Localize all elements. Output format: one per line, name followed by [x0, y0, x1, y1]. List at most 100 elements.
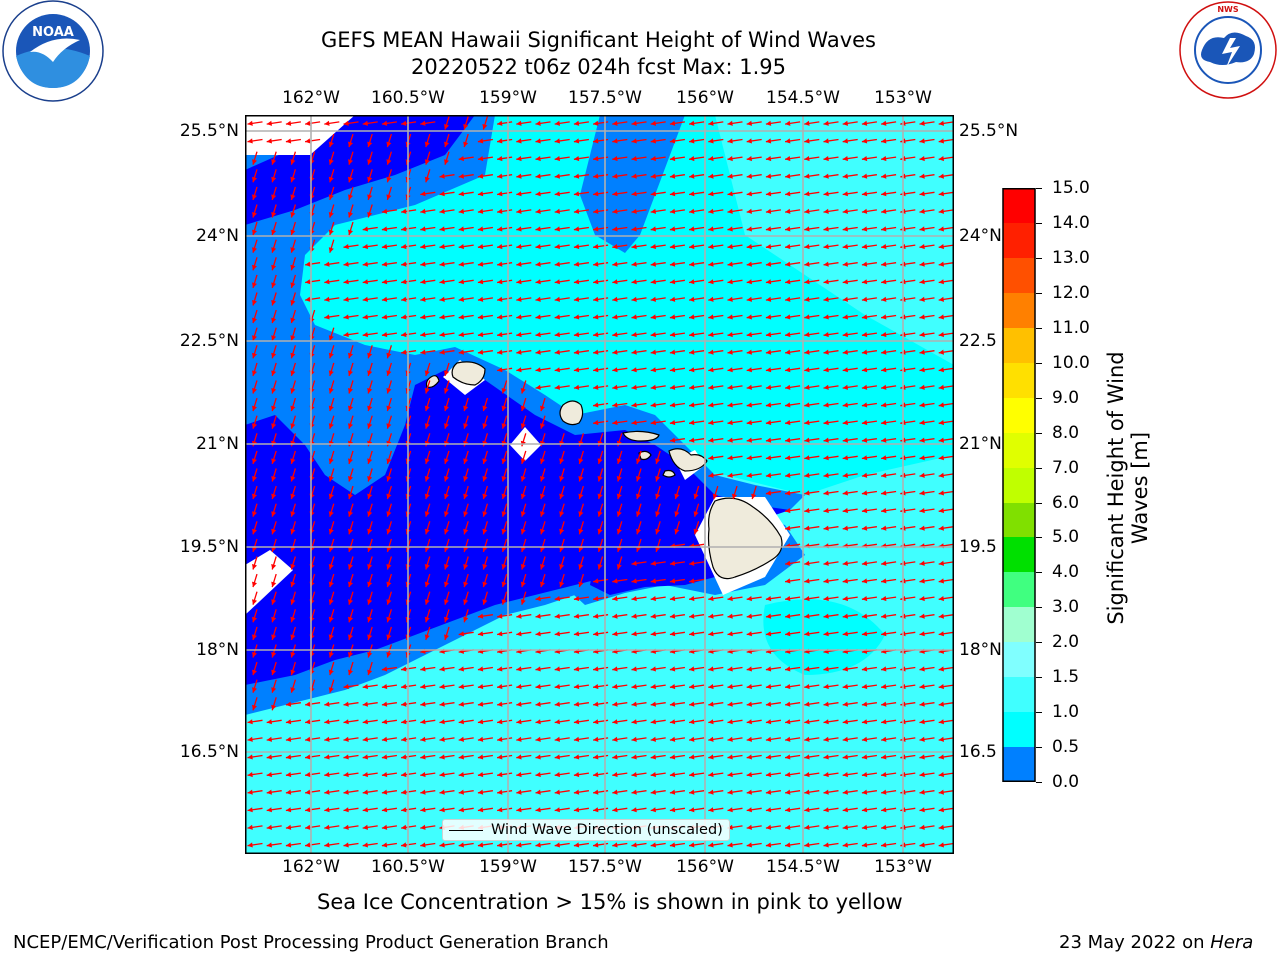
wave-direction-arrowhead [444, 581, 449, 588]
wave-direction-arrowhead [842, 261, 848, 267]
wave-direction-arrowhead [271, 704, 277, 711]
wave-direction-arrowhead [631, 842, 637, 848]
wave-direction-arrowhead [458, 191, 464, 197]
wave-direction-arrowhead [381, 789, 388, 795]
wave-direction-arrowhead [401, 261, 407, 267]
wave-direction-arrowhead [823, 314, 829, 320]
wave-direction-arrowhead [597, 564, 603, 570]
wave-direction-arrowhead [444, 493, 449, 500]
wave-direction-arrowhead [669, 789, 676, 795]
wave-direction-arrowhead [266, 807, 272, 813]
wave-direction-arrowhead [631, 613, 637, 619]
wave-direction-arrowhead [938, 736, 944, 742]
wave-direction-arrowhead [785, 279, 791, 285]
wave-direction-arrowhead [516, 138, 522, 144]
wave-direction-arrowhead [290, 493, 296, 500]
wave-direction-arrowhead [804, 138, 810, 144]
wave-direction-arrowhead [612, 314, 618, 320]
wave-direction-arrowhead [612, 244, 618, 250]
noaa-logo: NOAA [2, 0, 104, 102]
wave-direction-arrowhead [650, 789, 656, 795]
lat-label-right: 25.5°N [959, 121, 1019, 141]
wave-direction-arrowhead [439, 754, 445, 760]
wave-direction-arrowhead [386, 652, 392, 658]
wave-direction-arrowhead [689, 191, 695, 197]
wave-direction-arrowhead [650, 156, 656, 162]
wave-direction-arrowhead [746, 736, 752, 742]
wave-direction-arrowhead [348, 194, 353, 200]
wave-direction-arrowhead [823, 578, 829, 584]
wave-direction-arrowhead [348, 458, 353, 464]
wave-direction-arrowhead [386, 616, 392, 623]
wave-direction-arrowhead [535, 631, 541, 637]
wave-direction-arrowhead [305, 138, 311, 144]
wave-direction-arrowhead [343, 736, 349, 742]
wave-direction-arrowhead [520, 423, 526, 429]
wave-direction-arrowhead [612, 296, 618, 302]
wave-direction-arrowhead [266, 138, 272, 144]
wave-direction-arrowhead [247, 842, 253, 848]
wave-direction-arrowhead [386, 370, 392, 376]
wave-direction-arrowhead [290, 511, 296, 517]
wave-direction-arrowhead [746, 226, 752, 232]
wave-direction-arrowhead [765, 472, 772, 478]
wave-direction-arrowhead [401, 349, 407, 355]
wave-direction-arrowhead [708, 596, 714, 602]
wave-direction-arrowhead [271, 388, 277, 394]
island-big-island [707, 497, 783, 580]
wave-direction-arrowhead [463, 476, 469, 482]
wave-direction-arrowhead [516, 684, 522, 690]
wave-direction-arrowhead [271, 212, 277, 218]
wave-direction-arrowhead [861, 296, 868, 302]
wave-direction-arrowhead [785, 472, 791, 478]
wave-direction-arrowhead [497, 807, 503, 813]
wave-direction-arrowhead [669, 244, 676, 250]
wave-direction-arrowhead [631, 314, 637, 320]
wave-direction-arrowhead [804, 332, 810, 338]
wave-direction-arrowhead [593, 367, 599, 373]
wave-direction-arrowhead [881, 807, 887, 813]
wave-direction-arrowhead [746, 349, 752, 355]
wave-direction-arrowhead [285, 138, 292, 144]
wave-direction-arrowhead [746, 596, 752, 602]
wave-direction-arrowhead [381, 807, 388, 813]
wave-direction-arrowhead [689, 261, 695, 267]
wave-direction-arrowhead [463, 599, 469, 605]
wave-direction-arrowhead [881, 173, 887, 179]
wave-direction-arrowhead [631, 191, 637, 197]
wave-direction-arrowhead [650, 807, 656, 813]
wave-direction-arrowhead [424, 511, 430, 517]
wave-direction-arrowhead [305, 279, 311, 285]
wave-direction-arrowhead [343, 772, 349, 778]
wave-direction-arrowhead [823, 173, 829, 179]
colorbar-segment [1003, 712, 1035, 747]
wave-direction-arrowhead [285, 807, 292, 813]
wave-direction-arrowhead [612, 349, 618, 355]
wave-direction-arrowhead [650, 226, 656, 232]
lat-label-left: 25.5°N [179, 121, 239, 141]
wave-direction-arrowhead [919, 578, 925, 584]
wave-direction-arrowhead [631, 578, 637, 584]
wave-direction-arrowhead [516, 666, 522, 672]
wave-direction-arrowhead [367, 176, 373, 183]
wave-direction-arrowhead [804, 736, 810, 742]
wave-direction-arrowhead [516, 261, 522, 267]
wave-direction-arrowhead [324, 736, 330, 742]
wave-direction-arrowhead [708, 472, 714, 478]
wave-direction-arrowhead [727, 719, 733, 725]
wave-direction-arrowhead [477, 226, 484, 232]
chart-title: GEFS MEAN Hawaii Significant Height of W… [321, 28, 876, 52]
wave-direction-arrowhead [477, 789, 484, 795]
wave-direction-arrowhead [328, 581, 334, 588]
wave-direction-arrowhead [669, 226, 676, 232]
wave-direction-arrowhead [823, 684, 829, 690]
wave-direction-arrowhead [559, 528, 565, 535]
lon-label-top: 160.5°W [371, 88, 445, 108]
wave-direction-arrowhead [252, 317, 257, 324]
wave-direction-arrowhead [612, 226, 618, 232]
wave-direction-arrowhead [919, 613, 925, 619]
wave-direction-arrowhead [501, 458, 507, 464]
wave-direction-arrowhead [348, 476, 353, 482]
wave-direction-arrowhead [861, 420, 868, 426]
wave-direction-arrowhead [247, 754, 253, 760]
